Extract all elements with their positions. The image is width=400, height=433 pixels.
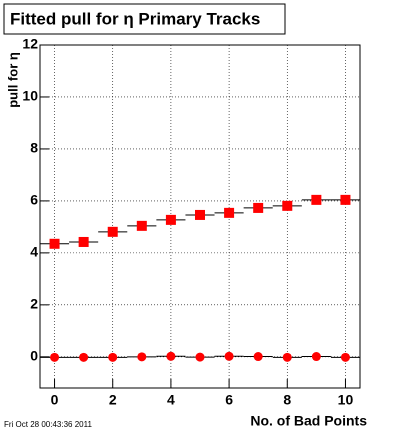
title-box: [3, 3, 286, 35]
x-tick-label: 8: [283, 392, 291, 408]
point: [107, 226, 118, 237]
x-tick-label: 0: [51, 392, 59, 408]
point: [108, 352, 118, 362]
x-tick-label: 6: [225, 392, 233, 408]
plot-frame: [39, 44, 361, 389]
y-tick-label: 0: [30, 348, 38, 364]
footer: Fri Oct 28 00:43:36 2011: [4, 420, 92, 429]
point: [166, 351, 176, 361]
point: [282, 352, 292, 362]
point: [136, 220, 147, 231]
point: [224, 207, 235, 218]
point: [282, 200, 293, 211]
point: [253, 352, 263, 362]
point: [340, 352, 350, 362]
x-tick-label: 2: [109, 392, 117, 408]
y-tick-label: 10: [22, 88, 38, 104]
y-tick-label: 8: [30, 140, 38, 156]
point: [311, 352, 321, 362]
chart-title: Fitted pull for η Primary Tracks: [10, 9, 260, 28]
point: [340, 194, 351, 205]
point: [195, 352, 205, 362]
point: [137, 352, 147, 362]
y-tick-label: 2: [30, 296, 38, 312]
point: [79, 352, 89, 362]
y-tick-label: 4: [30, 244, 38, 260]
x-tick-label: 4: [167, 392, 175, 408]
point: [253, 202, 264, 213]
y-tick-label: 12: [22, 36, 38, 52]
point: [165, 214, 176, 225]
point: [195, 209, 205, 220]
y-axis-label: pull for η: [5, 52, 20, 108]
point: [49, 238, 60, 249]
x-tick-label: 10: [338, 392, 354, 408]
point: [224, 351, 234, 361]
point: [78, 236, 89, 247]
point: [50, 352, 60, 362]
y-tick-label: 6: [30, 192, 38, 208]
x-axis-label: No. of Bad Points: [250, 413, 367, 429]
point: [311, 194, 322, 205]
